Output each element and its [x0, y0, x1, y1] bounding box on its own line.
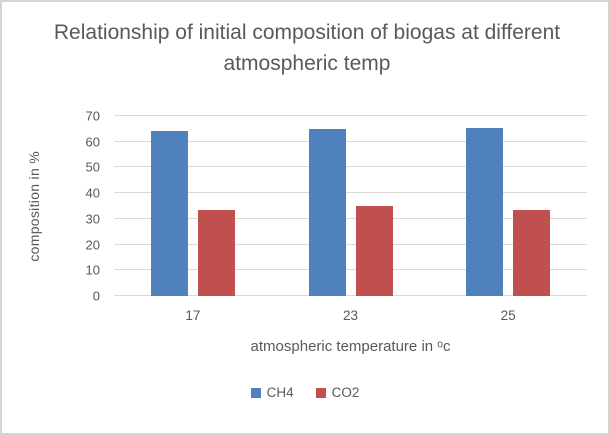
y-tick-label-20: 20 — [85, 237, 100, 253]
bar-CH4-17 — [150, 131, 188, 296]
legend-item-CH4: CH4 — [250, 385, 294, 400]
bar-group-25 — [429, 116, 587, 296]
y-tick-label-60: 60 — [85, 134, 100, 150]
y-tick-label-70: 70 — [85, 108, 100, 124]
plot-area — [114, 115, 587, 296]
gridline-30 — [114, 217, 587, 219]
x-axis-title: atmospheric temperature in ᵒc — [250, 338, 451, 355]
bar-CO2-25 — [513, 209, 551, 296]
chart-title: Relationship of initial composition of b… — [53, 21, 561, 75]
bar-CO2-17 — [197, 209, 235, 296]
legend-item-CO2: CO2 — [315, 385, 360, 400]
bar-CH4-23 — [308, 128, 346, 296]
x-tick-label-25: 25 — [500, 308, 516, 323]
legend-swatch-CH4 — [250, 387, 261, 398]
gridline-50 — [114, 166, 587, 168]
legend-swatch-CO2 — [315, 387, 326, 398]
gridline-0 — [114, 295, 587, 296]
legend: CH4 CO2 — [2, 385, 608, 400]
y-axis-ticks: 0 10 20 30 40 50 60 70 — [60, 109, 106, 304]
y-tick-label-0: 0 — [92, 288, 100, 304]
x-tick-label-23: 23 — [342, 308, 359, 323]
legend-label-CO2: CO2 — [331, 385, 360, 400]
gridline-20 — [114, 243, 587, 245]
y-axis-title: composition in % — [26, 112, 42, 300]
bar-group-23 — [272, 116, 430, 296]
bar-group-17 — [114, 116, 272, 296]
bars-row — [114, 116, 587, 296]
bar-CH4-25 — [466, 127, 504, 296]
gridline-40 — [114, 192, 587, 194]
x-axis-labels: 17 23 25 — [114, 308, 587, 323]
x-tick-label-17: 17 — [185, 308, 201, 323]
gridline-60 — [114, 140, 587, 142]
legend-label-CH4: CH4 — [266, 385, 294, 400]
gridline-70 — [114, 115, 587, 116]
gridline-10 — [114, 269, 587, 271]
y-tick-label-40: 40 — [85, 185, 100, 201]
y-tick-label-30: 30 — [85, 211, 100, 227]
y-axis-title-text: composition in % — [26, 150, 42, 262]
y-tick-label-10: 10 — [85, 262, 100, 278]
y-tick-label-50: 50 — [85, 159, 100, 175]
bar-CO2-23 — [355, 206, 393, 296]
